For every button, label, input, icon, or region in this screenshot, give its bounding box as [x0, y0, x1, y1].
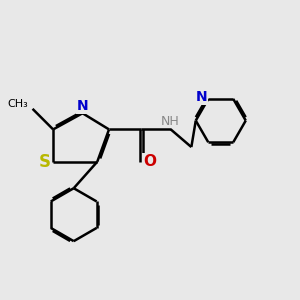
Text: NH: NH: [161, 115, 180, 128]
Text: S: S: [39, 153, 51, 171]
Text: N: N: [196, 91, 208, 104]
Text: CH₃: CH₃: [8, 98, 28, 109]
Text: O: O: [143, 154, 156, 169]
Text: N: N: [77, 99, 88, 113]
